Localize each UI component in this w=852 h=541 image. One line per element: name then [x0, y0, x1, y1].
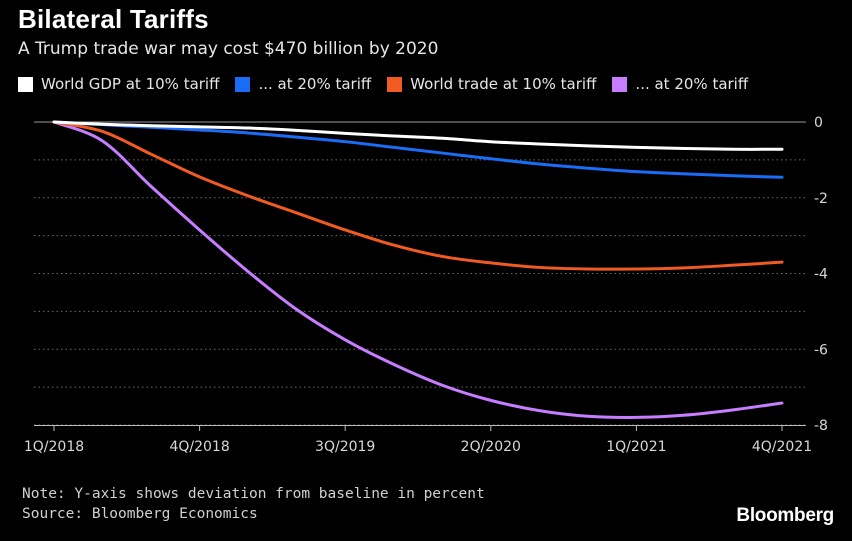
- chart-legend: World GDP at 10% tariff ... at 20% tarif…: [18, 75, 764, 93]
- y-tick-label: 0: [814, 115, 823, 131]
- chart-subtitle: A Trump trade war may cost $470 billion …: [18, 39, 439, 59]
- y-tick-label: -2: [814, 191, 828, 207]
- legend-item-gdp-10: World GDP at 10% tariff: [18, 75, 219, 93]
- legend-item-trade-10: World trade at 10% tariff: [387, 75, 596, 93]
- series-line-0: [52, 120, 784, 151]
- source-text: Source: Bloomberg Economics: [22, 506, 258, 522]
- legend-swatch-white: [18, 76, 33, 92]
- series-line-1: [52, 120, 784, 179]
- chart-title: Bilateral Tariffs: [18, 4, 209, 34]
- bloomberg-logo: Bloomberg: [736, 505, 834, 526]
- legend-swatch-purple: [612, 76, 628, 92]
- legend-label: World GDP at 10% tariff: [41, 75, 220, 93]
- legend-item-gdp-20: ... at 20% tariff: [235, 75, 371, 93]
- legend-item-trade-20: ... at 20% tariff: [612, 75, 748, 93]
- legend-swatch-blue: [235, 76, 251, 92]
- legend-label: World trade at 10% tariff: [410, 75, 597, 93]
- y-tick-label: -6: [814, 342, 828, 358]
- y-tick-label: -4: [814, 267, 828, 283]
- x-tick-label: 1Q/2018: [24, 439, 84, 455]
- x-tick-label: 4Q/2018: [169, 439, 229, 455]
- x-tick-label: 2Q/2020: [461, 439, 521, 455]
- x-tick-label: 1Q/2021: [606, 439, 666, 455]
- legend-swatch-orange: [387, 76, 403, 92]
- series-line-3: [52, 120, 784, 419]
- note-text: Note: Y-axis shows deviation from baseli…: [22, 486, 485, 502]
- y-tick-label: -8: [814, 418, 828, 434]
- x-tick-label: 3Q/2019: [315, 439, 375, 455]
- chart-footnotes: Note: Y-axis shows deviation from baseli…: [22, 484, 485, 524]
- legend-label: ... at 20% tariff: [635, 75, 749, 93]
- legend-label: ... at 20% tariff: [258, 75, 372, 93]
- series-line-2: [52, 120, 784, 271]
- x-tick-label: 4Q/2021: [752, 439, 812, 455]
